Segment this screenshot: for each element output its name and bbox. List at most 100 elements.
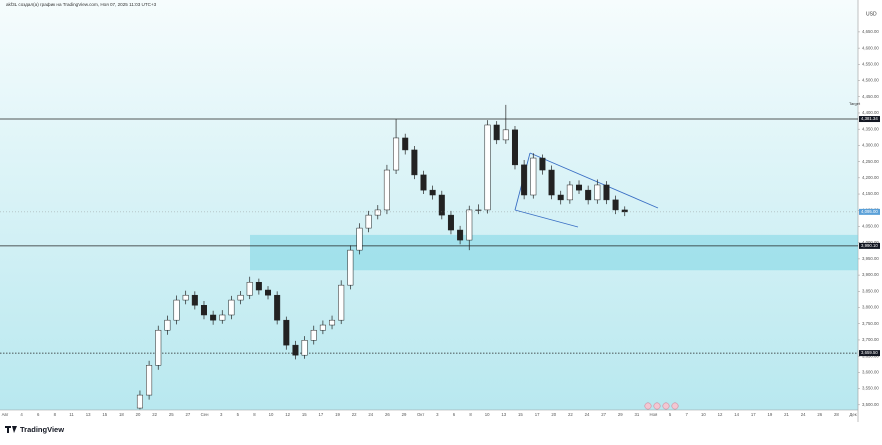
candle-body bbox=[594, 184, 601, 201]
x-tick-label: 17 bbox=[535, 412, 540, 417]
logo-text[interactable]: TradingView bbox=[20, 425, 64, 434]
candle-body bbox=[502, 129, 509, 141]
x-tick-label: 6 bbox=[453, 412, 456, 417]
x-tick-label: 14 bbox=[734, 412, 739, 417]
candle-body bbox=[420, 174, 427, 191]
x-tick-label: 27 bbox=[186, 412, 191, 417]
x-tick-label: 17 bbox=[751, 412, 756, 417]
x-tick-label: 10 bbox=[269, 412, 274, 417]
x-tick-label: 13 bbox=[86, 412, 91, 417]
x-tick-label: 5 bbox=[237, 412, 240, 417]
candle-body bbox=[393, 137, 400, 171]
x-tick-label: Ноя bbox=[650, 412, 658, 417]
candle-body bbox=[274, 294, 281, 321]
y-tick-label: 3,550.00 bbox=[862, 386, 879, 391]
x-tick-label: 24 bbox=[368, 412, 373, 417]
target-label: Target bbox=[849, 101, 861, 106]
x-tick-label: 10 bbox=[485, 412, 490, 417]
event-icons[interactable] bbox=[644, 402, 679, 410]
candle-body bbox=[612, 199, 619, 211]
level-label: 3,659.50 bbox=[861, 350, 878, 355]
y-tick-label: 3,900.00 bbox=[862, 272, 879, 277]
x-tick-label: 26 bbox=[817, 412, 822, 417]
zone bbox=[250, 234, 858, 271]
x-tick-label: 29 bbox=[618, 412, 623, 417]
candle-body bbox=[173, 299, 180, 321]
y-tick-label: 4,400.00 bbox=[862, 110, 879, 115]
x-tick-label: 6 bbox=[37, 412, 40, 417]
level-label-box bbox=[859, 350, 880, 357]
candle-body bbox=[383, 169, 390, 211]
candle-body bbox=[530, 157, 537, 196]
candle-body bbox=[228, 299, 235, 316]
candle-body bbox=[329, 319, 336, 326]
x-tick-label: 17 bbox=[319, 412, 324, 417]
candle-body bbox=[265, 289, 272, 296]
x-tick-label: 26 bbox=[385, 412, 390, 417]
x-tick-label: 28 bbox=[834, 412, 839, 417]
x-tick-label: 11 bbox=[69, 412, 74, 417]
y-tick-label: 4,300.00 bbox=[862, 143, 879, 148]
candle-body bbox=[319, 324, 326, 331]
candle-body bbox=[347, 249, 354, 286]
y-tick-label: 3,800.00 bbox=[862, 305, 879, 310]
x-tick-label: 27 bbox=[601, 412, 606, 417]
plot-background bbox=[0, 0, 858, 410]
x-tick-label: 22 bbox=[568, 412, 573, 417]
x-tick-label: Окт bbox=[417, 412, 424, 417]
x-tick-label: Авг bbox=[2, 412, 9, 417]
candle-body bbox=[539, 157, 546, 171]
candle-body bbox=[246, 281, 253, 296]
x-tick-label: Дек bbox=[849, 412, 856, 417]
candle-body bbox=[155, 329, 162, 366]
x-tick-label: 24 bbox=[585, 412, 590, 417]
x-tick-label: 24 bbox=[801, 412, 806, 417]
y-tick-label: 4,200.00 bbox=[862, 175, 879, 180]
candle-body bbox=[292, 344, 299, 356]
y-tick-label: 4,500.00 bbox=[862, 78, 879, 83]
x-tick-label: 5 bbox=[669, 412, 672, 417]
x-tick-label: 19 bbox=[335, 412, 340, 417]
candle-body bbox=[484, 124, 491, 211]
candle-body bbox=[585, 189, 592, 201]
x-tick-label: 15 bbox=[518, 412, 523, 417]
candle-body bbox=[621, 209, 628, 213]
candle-body bbox=[457, 229, 464, 241]
currency: USD bbox=[866, 11, 877, 17]
candle-body bbox=[338, 284, 345, 321]
y-tick-label: 4,000.00 bbox=[862, 240, 879, 245]
y-tick-label: 3,950.00 bbox=[862, 256, 879, 261]
candle-body bbox=[310, 329, 317, 341]
x-tick-label: 12 bbox=[285, 412, 290, 417]
level-label: 3,990.10 bbox=[861, 243, 878, 248]
candle-body bbox=[374, 209, 381, 216]
candle-body bbox=[146, 365, 153, 396]
x-tick-label: 20 bbox=[551, 412, 556, 417]
candle-body bbox=[182, 294, 189, 301]
candle-body bbox=[557, 194, 564, 201]
x-tick-label: 13 bbox=[501, 412, 506, 417]
candle-body bbox=[566, 184, 573, 201]
candle-body bbox=[164, 319, 171, 331]
candle-body bbox=[365, 214, 372, 229]
candle-body bbox=[237, 294, 244, 301]
y-tick-label: 4,150.00 bbox=[862, 191, 879, 196]
x-tick-label: 22 bbox=[352, 412, 357, 417]
logo[interactable]: TradingView bbox=[5, 425, 64, 434]
x-tick-label: 20 bbox=[136, 412, 141, 417]
y-tick-label: 4,600.00 bbox=[862, 45, 879, 50]
candle-body bbox=[521, 164, 528, 196]
x-tick-label: 3 bbox=[436, 412, 439, 417]
x-tick-label: Сен bbox=[201, 412, 209, 417]
candle-body bbox=[511, 129, 518, 166]
y-tick-label: 3,700.00 bbox=[862, 337, 879, 342]
x-tick-label: 31 bbox=[634, 412, 639, 417]
header-caption: akf3L создал(а) график на TradingView.co… bbox=[6, 2, 157, 7]
x-tick-label: 7 bbox=[686, 412, 689, 417]
x-tick-label: 8 bbox=[54, 412, 57, 417]
y-tick-label: 4,350.00 bbox=[862, 126, 879, 131]
candle-body bbox=[466, 209, 473, 241]
y-tick-label: 4,250.00 bbox=[862, 159, 879, 164]
